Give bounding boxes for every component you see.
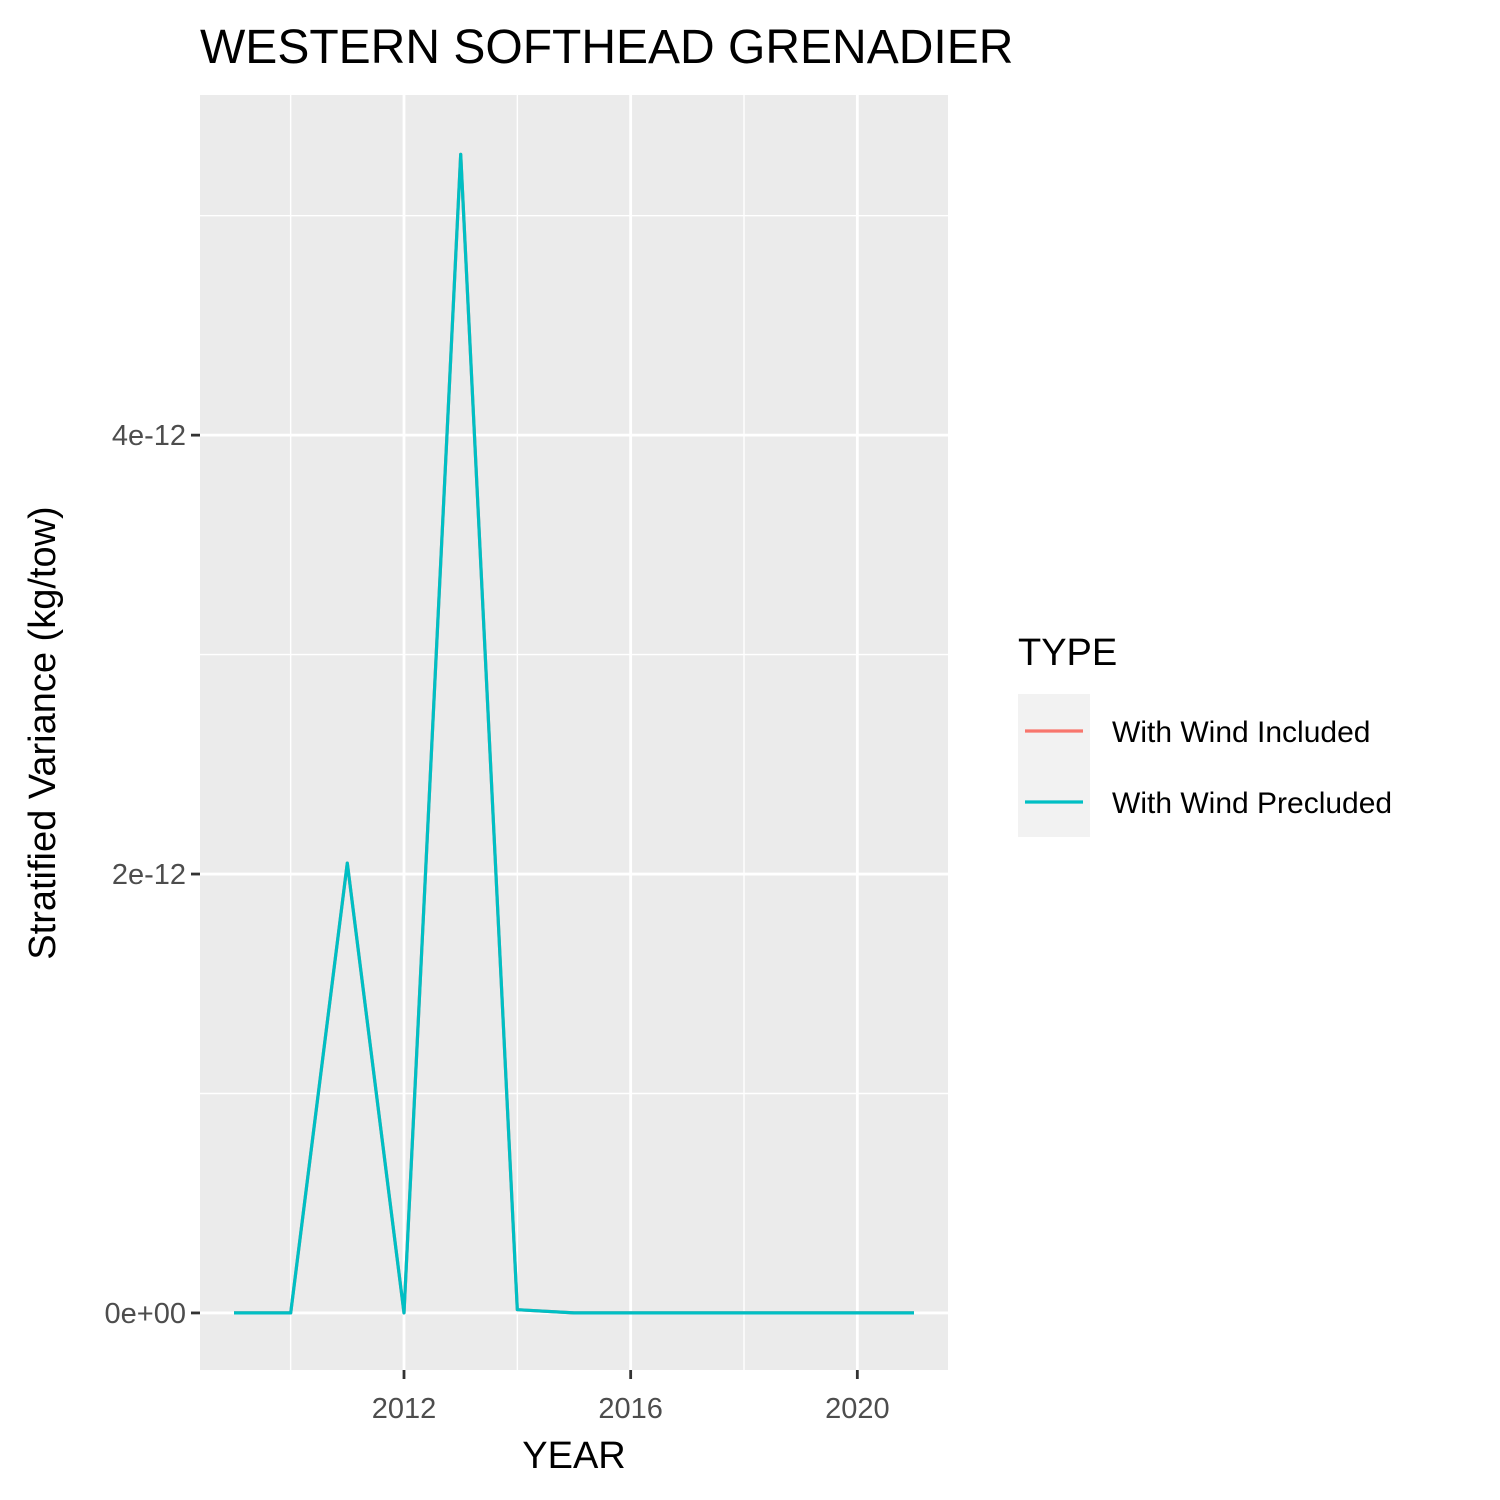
- x-tick-label: 2012: [372, 1393, 437, 1425]
- series-line-with-wind-precluded: [234, 152, 914, 1315]
- legend-title: TYPE: [1018, 632, 1117, 674]
- y-axis-title: Stratified Variance (kg/tow): [22, 506, 64, 959]
- y-tick-label: 4e-12: [112, 420, 186, 452]
- x-tick-label: 2016: [598, 1393, 663, 1425]
- x-axis: 2012 2016 2020: [372, 1370, 890, 1425]
- y-tick-label: 2e-12: [112, 859, 186, 891]
- legend-label-with-wind-precluded: With Wind Precluded: [1112, 787, 1392, 820]
- series-lines: [234, 152, 914, 1315]
- legend: TYPE With Wind Included With Wind Preclu…: [1018, 632, 1392, 837]
- y-axis: 0e+00 2e-12 4e-12: [105, 420, 200, 1330]
- x-tick-label: 2020: [825, 1393, 890, 1425]
- minor-gridlines: [200, 95, 948, 1370]
- legend-key-background: [1018, 694, 1090, 837]
- x-axis-title: YEAR: [522, 1435, 625, 1477]
- chart-title: WESTERN SOFTHEAD GRENADIER: [200, 21, 1013, 74]
- plot-panel: [200, 95, 948, 1370]
- y-tick-label: 0e+00: [105, 1298, 186, 1330]
- legend-label-with-wind-included: With Wind Included: [1112, 716, 1370, 749]
